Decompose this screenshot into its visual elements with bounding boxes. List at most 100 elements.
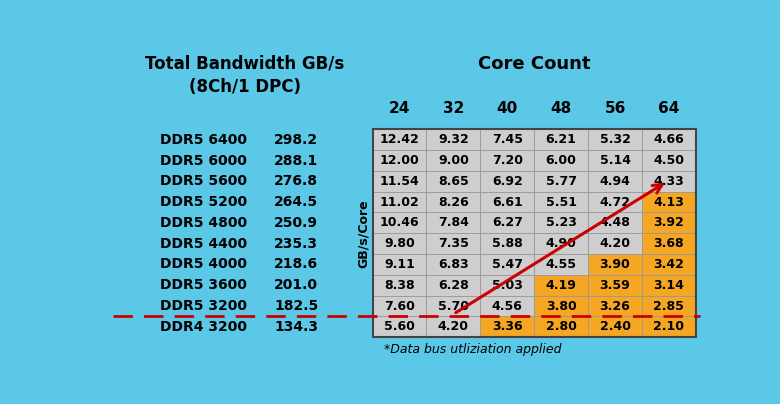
- Bar: [373, 129, 696, 337]
- Bar: [588, 171, 642, 192]
- Text: 3.59: 3.59: [600, 279, 630, 292]
- Text: DDR4 3200: DDR4 3200: [159, 320, 246, 334]
- Text: 24: 24: [389, 101, 410, 116]
- Text: 4.19: 4.19: [546, 279, 576, 292]
- Text: 8.65: 8.65: [438, 175, 469, 188]
- Text: 4.48: 4.48: [600, 217, 630, 229]
- Text: 5.51: 5.51: [546, 196, 576, 208]
- Text: 250.9: 250.9: [275, 216, 318, 230]
- Text: 10.46: 10.46: [380, 217, 420, 229]
- Text: 2.80: 2.80: [546, 320, 576, 333]
- Bar: [427, 129, 480, 150]
- Bar: [588, 275, 642, 296]
- Text: 4.56: 4.56: [492, 299, 523, 313]
- Bar: [480, 129, 534, 150]
- Bar: [534, 213, 588, 233]
- Bar: [642, 150, 696, 171]
- Bar: [642, 296, 696, 316]
- Bar: [427, 316, 480, 337]
- Text: Core Count: Core Count: [477, 55, 590, 73]
- Text: 11.02: 11.02: [380, 196, 420, 208]
- Text: GB/s/Core: GB/s/Core: [356, 199, 370, 267]
- Bar: [427, 233, 480, 254]
- Bar: [480, 316, 534, 337]
- Text: 48: 48: [551, 101, 572, 116]
- Text: 7.45: 7.45: [491, 133, 523, 146]
- Text: 4.50: 4.50: [654, 154, 684, 167]
- Bar: [480, 275, 534, 296]
- Text: 5.23: 5.23: [546, 217, 576, 229]
- Text: 4.55: 4.55: [546, 258, 576, 271]
- Text: 56: 56: [604, 101, 626, 116]
- Bar: [642, 171, 696, 192]
- Bar: [373, 233, 427, 254]
- Text: 8.26: 8.26: [438, 196, 469, 208]
- Text: 12.00: 12.00: [380, 154, 420, 167]
- Bar: [534, 129, 588, 150]
- Text: 5.03: 5.03: [492, 279, 523, 292]
- Text: 4.94: 4.94: [600, 175, 630, 188]
- Text: 8.38: 8.38: [385, 279, 415, 292]
- Text: 9.80: 9.80: [385, 237, 415, 250]
- Text: 3.26: 3.26: [600, 299, 630, 313]
- Text: 3.80: 3.80: [546, 299, 576, 313]
- Bar: [588, 233, 642, 254]
- Text: 4.66: 4.66: [654, 133, 684, 146]
- Text: 2.40: 2.40: [600, 320, 630, 333]
- Bar: [642, 192, 696, 213]
- Text: 3.36: 3.36: [492, 320, 523, 333]
- Bar: [480, 150, 534, 171]
- Text: 4.20: 4.20: [438, 320, 469, 333]
- Bar: [427, 192, 480, 213]
- Bar: [373, 213, 427, 233]
- Bar: [427, 254, 480, 275]
- Text: 134.3: 134.3: [275, 320, 318, 334]
- Text: 6.92: 6.92: [492, 175, 523, 188]
- Text: 5.70: 5.70: [438, 299, 469, 313]
- Bar: [427, 213, 480, 233]
- Bar: [588, 150, 642, 171]
- Bar: [480, 254, 534, 275]
- Bar: [427, 150, 480, 171]
- Text: DDR5 3600: DDR5 3600: [159, 278, 246, 292]
- Text: 235.3: 235.3: [275, 237, 318, 250]
- Text: 6.00: 6.00: [546, 154, 576, 167]
- Bar: [373, 171, 427, 192]
- Bar: [642, 129, 696, 150]
- Text: DDR5 4800: DDR5 4800: [159, 216, 246, 230]
- Text: DDR5 4000: DDR5 4000: [159, 257, 246, 271]
- Bar: [427, 171, 480, 192]
- Text: 3.92: 3.92: [654, 217, 684, 229]
- Text: Total Bandwidth GB/s
(8Ch/1 DPC): Total Bandwidth GB/s (8Ch/1 DPC): [145, 55, 345, 96]
- Text: 5.88: 5.88: [492, 237, 523, 250]
- Text: 7.35: 7.35: [438, 237, 469, 250]
- Text: 5.47: 5.47: [491, 258, 523, 271]
- Text: 3.90: 3.90: [600, 258, 630, 271]
- Bar: [373, 150, 427, 171]
- Bar: [534, 192, 588, 213]
- Text: DDR5 3200: DDR5 3200: [159, 299, 246, 313]
- Text: 12.42: 12.42: [380, 133, 420, 146]
- Text: 5.14: 5.14: [600, 154, 630, 167]
- Bar: [373, 129, 427, 150]
- Text: 2.10: 2.10: [654, 320, 684, 333]
- Bar: [642, 233, 696, 254]
- Text: 9.32: 9.32: [438, 133, 469, 146]
- Text: 298.2: 298.2: [275, 133, 318, 147]
- Bar: [373, 192, 427, 213]
- Text: DDR5 6000: DDR5 6000: [159, 154, 246, 168]
- Text: 7.84: 7.84: [438, 217, 469, 229]
- Text: 3.68: 3.68: [654, 237, 684, 250]
- Text: DDR5 4400: DDR5 4400: [159, 237, 246, 250]
- Text: 288.1: 288.1: [275, 154, 318, 168]
- Text: 4.90: 4.90: [546, 237, 576, 250]
- Bar: [642, 254, 696, 275]
- Bar: [588, 213, 642, 233]
- Text: 7.20: 7.20: [491, 154, 523, 167]
- Bar: [480, 233, 534, 254]
- Text: 3.14: 3.14: [654, 279, 684, 292]
- Text: DDR5 6400: DDR5 6400: [159, 133, 246, 147]
- Bar: [588, 129, 642, 150]
- Text: 2.85: 2.85: [654, 299, 684, 313]
- Bar: [373, 316, 427, 337]
